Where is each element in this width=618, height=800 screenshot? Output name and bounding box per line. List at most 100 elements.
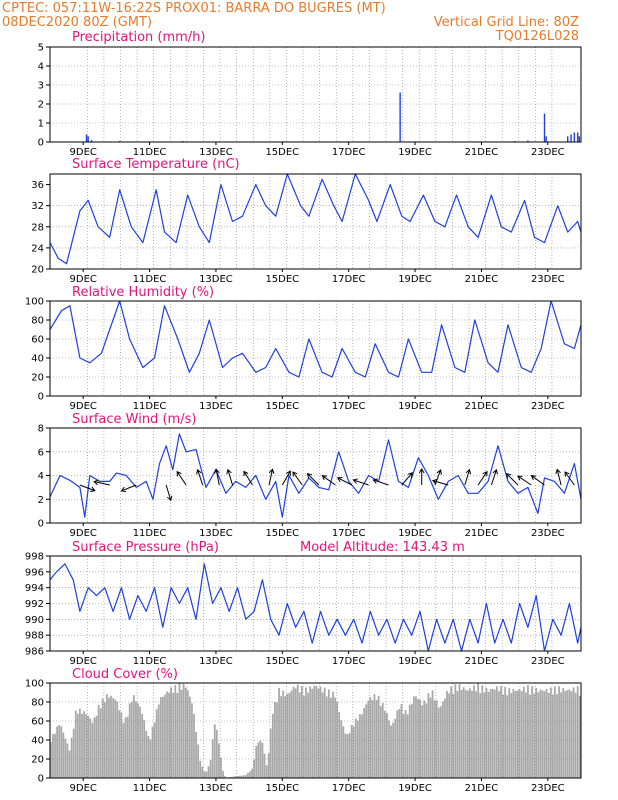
pressure-ticks: 986 988 990 992 994 996 998 9DEC 11DEC 13DEC 15DEC… <box>25 552 565 668</box>
cloud-cover-bar <box>249 771 251 778</box>
wind-arrow-head <box>321 475 328 481</box>
cloud-cover-bar <box>151 726 154 778</box>
header-station-line: CPTEC: 057:11W-16:22S PROX01: BARRA DO B… <box>2 1 386 16</box>
cloud-cover-bar <box>157 704 160 778</box>
y-tick-label: 990 <box>25 615 44 626</box>
wind-arrow-head <box>226 468 232 475</box>
wind-arrow-shaft <box>281 470 291 486</box>
wind-arrow-shaft <box>432 480 449 486</box>
cloud-cover-bar <box>76 713 79 778</box>
cloud-cover-bar <box>574 692 577 778</box>
cloud-cover-bar <box>172 692 175 778</box>
wind-arrow-head <box>285 470 291 476</box>
wind-arrow-shaft <box>490 469 497 486</box>
precipitation-data <box>85 92 581 142</box>
wind-arrow-shaft <box>401 472 413 486</box>
x-tick-label: 19DEC <box>398 783 432 794</box>
x-tick-label: 19DEC <box>398 401 432 412</box>
cloud-cover-bar <box>238 775 241 778</box>
wind-arrow-head <box>517 475 523 481</box>
x-tick-label: 15DEC <box>265 528 299 539</box>
panel-precipitation: Precipitation (mm/h) 0 1 2 3 4 5 9DEC 11DEC 13DE… <box>38 30 582 158</box>
cloud-cover-bar <box>462 687 465 778</box>
wind-arrow <box>321 475 336 486</box>
cloud-cover-bar <box>477 683 480 778</box>
cloud-cover-bar <box>286 693 289 778</box>
cloud-cover-bar <box>64 738 67 778</box>
cloud-cover-bar <box>498 691 500 778</box>
cloud-cover-bar <box>506 695 509 778</box>
temperature-frame <box>49 173 582 270</box>
wind-arrow-shaft <box>464 469 470 486</box>
wind-arrow-head <box>564 471 570 477</box>
cloud-cover-bar <box>87 715 90 778</box>
cloud-cover-bar <box>334 697 336 778</box>
cloud-cover-bar <box>500 686 502 778</box>
cloud-cover-bar <box>278 687 280 778</box>
cloud-cover-bar <box>425 703 428 778</box>
cloud-cover-bar <box>195 732 197 778</box>
x-tick-label: 11DEC <box>133 656 167 667</box>
x-tick-label: 9DEC <box>70 401 97 412</box>
wind-arrow <box>431 478 449 486</box>
cloud-cover-bar <box>549 687 552 778</box>
wind-arrow <box>292 471 303 486</box>
cloud-cover-bar <box>520 691 523 778</box>
cloud-cover-bar <box>290 690 293 778</box>
cloud-cover-bar <box>495 686 498 778</box>
cloud-cover-bar <box>319 686 322 778</box>
wind-arrow-head <box>436 469 442 475</box>
cloud-cover-bar <box>485 687 488 778</box>
y-tick-label: 986 <box>25 647 44 658</box>
cloud-cover-bar <box>182 683 185 778</box>
cloud-cover-bar <box>305 687 307 778</box>
cloud-cover-bar <box>338 711 341 778</box>
x-tick-label: 21DEC <box>465 528 499 539</box>
wind-arrow-head <box>530 475 537 481</box>
cloud-cover-bar <box>558 686 560 778</box>
wind-arrow-shaft <box>337 477 353 486</box>
cloud-cover-bar <box>66 743 69 778</box>
cloud-cover-bar <box>159 697 162 778</box>
cloud-cover-bar <box>178 683 181 778</box>
x-tick-label: 21DEC <box>465 783 499 794</box>
x-tick-label: 11DEC <box>133 401 167 412</box>
cloud-cover-bar <box>551 694 554 778</box>
panel-title-temperature: Surface Temperature (nC) <box>72 157 240 172</box>
cloud-cover-bar <box>479 693 482 778</box>
header-model-code: TQ0126L028 <box>495 29 579 44</box>
cloud-cover-bar <box>62 732 65 778</box>
wind-arrow-shaft <box>79 484 96 492</box>
wind-arrow <box>79 484 96 492</box>
x-tick-label: 17DEC <box>332 656 366 667</box>
cloud-cover-bar <box>180 689 183 778</box>
wind-direction-arrows <box>79 468 575 502</box>
pressure-frame <box>49 555 582 652</box>
cloud-cover-bar <box>410 703 413 778</box>
wind-arrow-shaft <box>556 469 562 486</box>
wind-arrow-shaft <box>292 471 303 486</box>
cloud-cover-bar <box>377 695 380 778</box>
x-tick-label: 23DEC <box>531 274 565 285</box>
cloud-cover-bar <box>458 684 461 778</box>
cloud-cover-bar <box>294 688 297 778</box>
cloud-cover-bar <box>298 692 301 778</box>
cloud-cover-bar <box>124 717 127 778</box>
x-tick-label: 23DEC <box>531 528 565 539</box>
cloud-cover-bar <box>274 701 276 778</box>
cloud-cover-bar <box>147 735 150 778</box>
cloud-cover-bar <box>363 708 365 778</box>
precipitation-grid <box>50 47 581 142</box>
wind-frame <box>49 427 582 524</box>
cloud-cover-bar <box>514 691 517 778</box>
x-tick-label: 13DEC <box>199 401 233 412</box>
wind-arrow-head <box>120 486 127 493</box>
wind-data <box>49 433 582 518</box>
cloud-cover-bar <box>429 697 432 778</box>
wind-arrow-head <box>492 468 498 475</box>
cloud-cover-bar <box>253 759 256 778</box>
y-tick-label: 992 <box>25 599 44 610</box>
cloud-cover-bar <box>381 703 384 778</box>
x-tick-label: 15DEC <box>265 783 299 794</box>
